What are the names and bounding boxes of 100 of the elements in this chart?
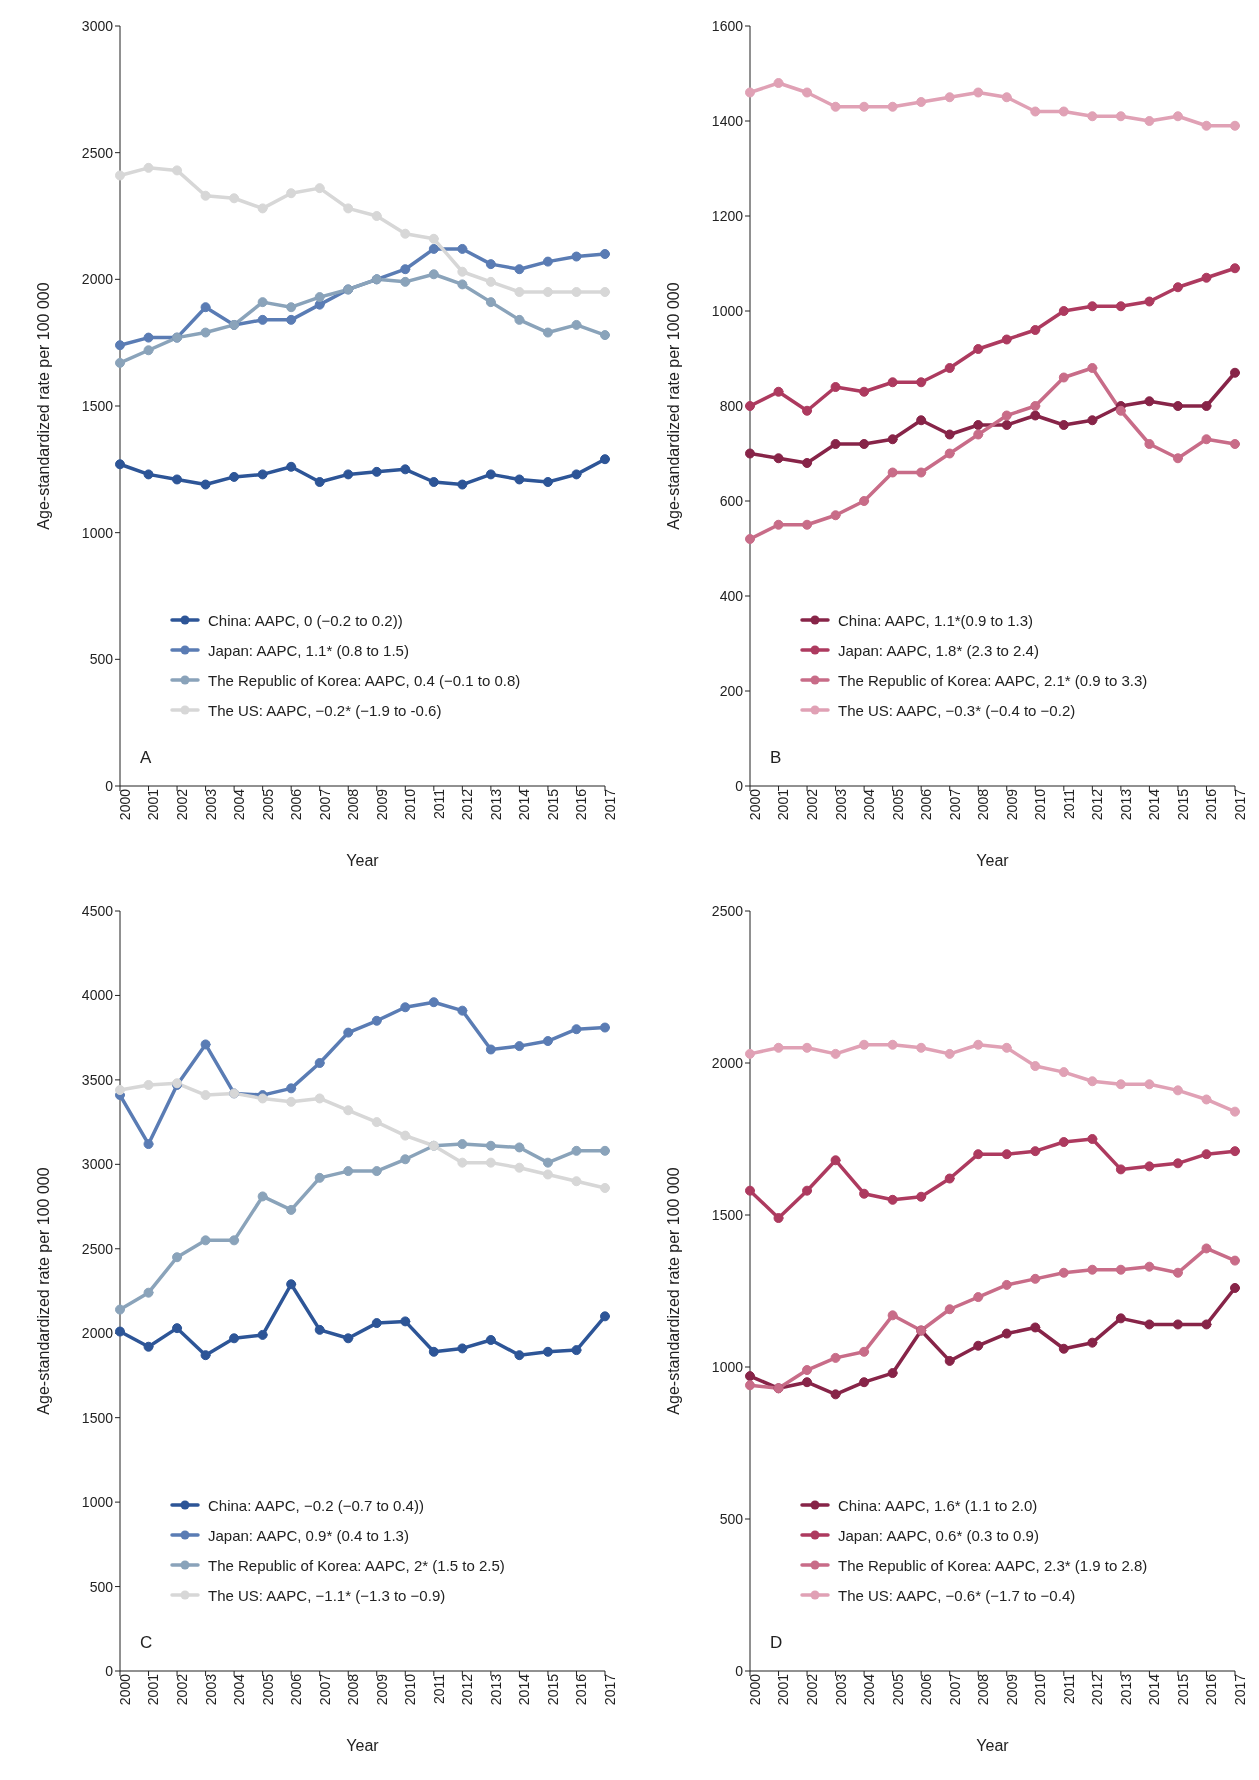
y-tick-label: 2000 (711, 1054, 744, 1071)
x-tick-label: 2007 (316, 1673, 333, 1706)
x-tick-label: 2010 (1032, 1673, 1049, 1706)
annotation: D (770, 1633, 783, 1653)
y-tick-label: 1200 (711, 207, 744, 224)
x-tick-label: 2011 (430, 1673, 447, 1705)
x-axis-title: Year (346, 852, 380, 869)
x-tick-label: 2013 (487, 1673, 504, 1706)
x-tick-label: 2009 (1003, 788, 1020, 821)
legend-label: The US: AAPC, −0.6* (−1.7 to −0.4) (838, 1586, 1076, 1604)
x-tick-label: 2013 (1117, 1673, 1134, 1706)
x-tick-label: 2004 (861, 788, 878, 821)
x-tick-label: 2017 (1231, 1673, 1248, 1706)
y-tick-label: 0 (105, 1662, 114, 1679)
x-tick-label: 2011 (1060, 788, 1077, 820)
x-tick-label: 2008 (345, 788, 362, 821)
x-tick-label: 2001 (775, 788, 792, 821)
legend-label: The US: AAPC, −0.2* (−1.9 to -0.6) (208, 701, 442, 719)
y-tick-label: 600 (719, 492, 744, 509)
x-tick-label: 2016 (573, 788, 590, 821)
x-tick-label: 2007 (946, 788, 963, 821)
x-tick-label: 2017 (601, 788, 618, 821)
legend-label: The Republic of Korea: AAPC, 0.4 (−0.1 to 0.8) (208, 671, 521, 689)
y-tick-label: 2000 (81, 271, 114, 288)
x-tick-label: 2016 (1203, 788, 1220, 821)
x-tick-label: 2004 (861, 1673, 878, 1706)
legend-label: Japan: AAPC, 1.1* (0.8 to 1.5) (208, 641, 409, 659)
x-tick-label: 2003 (832, 788, 849, 821)
y-tick-label: 1000 (711, 1358, 744, 1375)
x-tick-label: 2014 (516, 788, 533, 821)
annotation: C (140, 1633, 153, 1653)
y-axis-title: Age-standardized rate per 100 000 (34, 282, 52, 530)
x-tick-label: 2010 (1032, 788, 1049, 821)
y-tick-label: 0 (105, 777, 114, 794)
x-tick-label: 2015 (544, 788, 561, 821)
y-tick-label: 2000 (81, 1325, 114, 1342)
x-tick-label: 2003 (202, 1673, 219, 1706)
y-tick-label: 3000 (81, 17, 114, 34)
y-tick-label: 3000 (81, 1156, 114, 1173)
x-tick-label: 2002 (174, 788, 190, 821)
y-tick-label: 500 (89, 1578, 114, 1595)
x-tick-label: 2005 (259, 1673, 276, 1706)
x-axis-title: Year (976, 1737, 1010, 1754)
x-tick-label: 2006 (288, 1673, 305, 1706)
x-tick-label: 2009 (373, 788, 390, 821)
x-tick-label: 2002 (804, 1673, 820, 1706)
legend-label: Japan: AAPC, 0.9* (0.4 to 1.3) (208, 1526, 409, 1544)
x-tick-label: 2004 (231, 1673, 248, 1706)
legend-label: China: AAPC, −0.2 (−0.7 to 0.4)) (208, 1496, 424, 1514)
legend-label: China: AAPC, 1.1*(0.9 to 1.3) (838, 611, 1034, 629)
y-tick-label: 2500 (81, 144, 114, 161)
legend-label: Japan: AAPC, 1.8* (2.3 to 2.4) (838, 641, 1039, 659)
x-tick-label: 2005 (889, 788, 906, 821)
x-tick-label: 2008 (975, 788, 992, 821)
x-tick-label: 2006 (918, 1673, 935, 1706)
y-tick-label: 1400 (711, 112, 744, 129)
x-tick-label: 2006 (288, 788, 305, 821)
y-axis-title: Age-standardized rate per 100 000 (34, 1167, 52, 1415)
x-tick-label: 2011 (1060, 1673, 1077, 1705)
y-tick-label: 500 (89, 651, 114, 668)
y-tick-label: 1000 (81, 1494, 114, 1511)
annotation: B (770, 748, 782, 768)
legend-label: The Republic of Korea: AAPC, 2.1* (0.9 to 3.3) (838, 671, 1148, 689)
y-tick-label: 200 (719, 682, 744, 699)
x-tick-label: 2012 (459, 1673, 476, 1706)
x-tick-label: 2015 (1174, 1673, 1191, 1706)
x-tick-label: 2013 (487, 788, 504, 821)
x-tick-label: 2008 (975, 1673, 992, 1706)
legend-label: Japan: AAPC, 0.6* (0.3 to 0.9) (838, 1526, 1039, 1544)
annotation: A (140, 748, 152, 768)
legend-label: The US: AAPC, −1.1* (−1.3 to −0.9) (208, 1586, 446, 1604)
x-tick-label: 2004 (231, 788, 248, 821)
x-tick-label: 2012 (1089, 1673, 1106, 1706)
x-tick-label: 2007 (946, 1673, 963, 1706)
x-tick-label: 2001 (145, 788, 162, 821)
x-axis-title: Year (976, 852, 1010, 869)
x-tick-label: 2001 (145, 1673, 162, 1706)
x-tick-label: 2003 (832, 1673, 849, 1706)
x-tick-label: 2008 (345, 1673, 362, 1706)
x-tick-label: 2011 (430, 788, 447, 820)
y-tick-label: 500 (719, 1510, 744, 1527)
x-tick-label: 2010 (402, 1673, 419, 1706)
legend-label: The US: AAPC, −0.3* (−0.4 to −0.2) (838, 701, 1076, 719)
y-tick-label: 4500 (81, 902, 114, 919)
y-axis-title: Age-standardized rate per 100 000 (664, 282, 682, 530)
legend-label: The Republic of Korea: AAPC, 2* (1.5 to 2.5) (208, 1556, 505, 1574)
x-tick-label: 2005 (889, 1673, 906, 1706)
y-tick-label: 1500 (81, 1409, 114, 1426)
x-tick-label: 2002 (174, 1673, 190, 1706)
x-tick-label: 2017 (601, 1673, 618, 1706)
legend-label: The Republic of Korea: AAPC, 2.3* (1.9 to 2.8) (838, 1556, 1148, 1574)
x-tick-label: 2014 (1146, 788, 1163, 821)
x-tick-label: 2012 (459, 788, 476, 821)
legend-label: China: AAPC, 1.6* (1.1 to 2.0) (838, 1496, 1038, 1514)
x-tick-label: 2014 (1146, 1673, 1163, 1706)
x-axis-title: Year (346, 1737, 380, 1754)
y-tick-label: 0 (735, 1662, 744, 1679)
x-tick-label: 2010 (402, 788, 419, 821)
x-tick-label: 2012 (1089, 788, 1106, 821)
x-tick-label: 2003 (202, 788, 219, 821)
